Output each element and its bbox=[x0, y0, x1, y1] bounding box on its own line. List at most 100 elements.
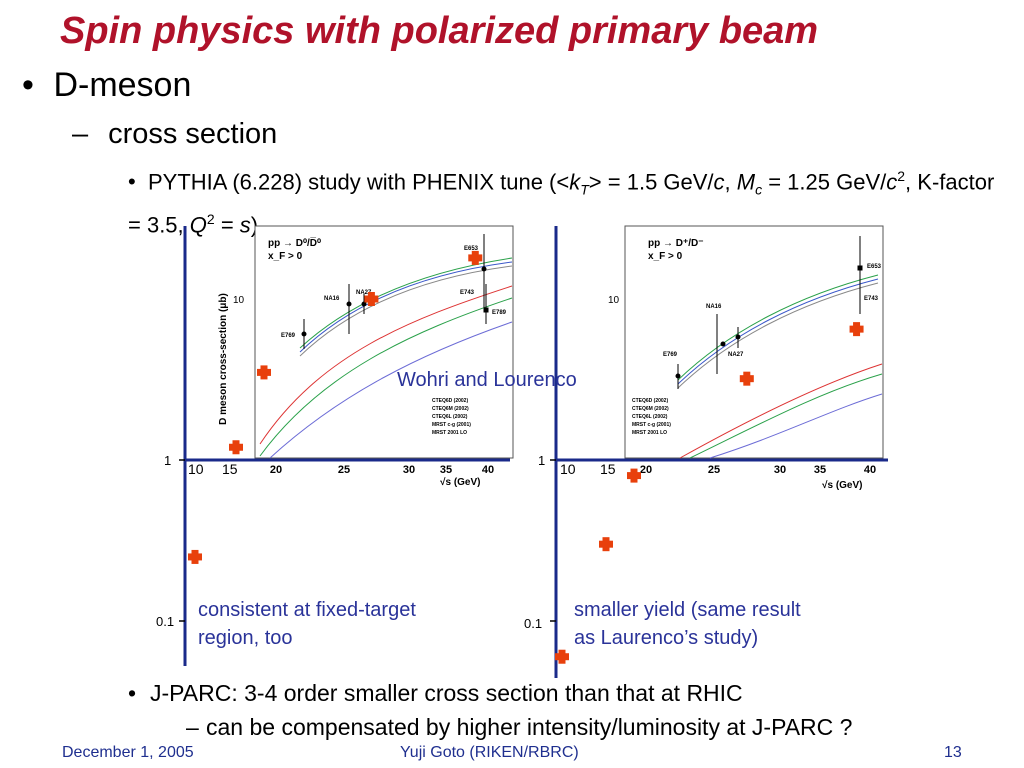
left-figure-frame bbox=[254, 225, 514, 459]
right-condition-label: x_F > 0 bbox=[648, 251, 683, 262]
right-note: smaller yield (same result as Laurenco’s… bbox=[574, 596, 801, 652]
footer-date: December 1, 2005 bbox=[62, 744, 194, 761]
right-curve-cteq6d bbox=[677, 278, 879, 385]
left-experiment-labels: E769 NA16 NA27 E653 E743 E789 bbox=[281, 246, 507, 339]
pythia-text-7: ) bbox=[250, 212, 259, 238]
left-legend-4: MRST 2001 LO bbox=[432, 430, 467, 436]
left-inner-xlabel: √s (GeV) bbox=[440, 477, 481, 488]
left-reaction-label: pp → D⁰/D̅⁰ bbox=[268, 237, 321, 249]
pythia-c: c bbox=[713, 169, 725, 195]
left-curve-cteq6l bbox=[299, 265, 513, 357]
right-reaction-label: pp → D⁺/D⁻ bbox=[648, 238, 704, 249]
bullet-pythia: • PYTHIA (6.228) study with PHENIX tune (… bbox=[128, 162, 1008, 239]
right-legend-4: MRST 2001 LO bbox=[632, 430, 667, 436]
right-label-e653: E653 bbox=[867, 264, 882, 270]
left-plot: pp → D⁰/D̅⁰ x_F > 0 D meson cross-sectio… bbox=[156, 225, 514, 666]
left-experiment-points bbox=[301, 234, 489, 349]
bullet-dot-icon: • bbox=[128, 680, 137, 706]
pythia-text-4: = 1.25 GeV/ bbox=[762, 169, 887, 195]
left-label-na27: NA27 bbox=[356, 290, 372, 296]
right-legend-2: CTEQ6L (2002) bbox=[632, 414, 668, 420]
dash-icon: – bbox=[72, 118, 89, 150]
right-curve-mrst-cg bbox=[679, 363, 883, 459]
right-na27-point bbox=[735, 334, 741, 340]
right-legend-3: MRST c-g (2001) bbox=[632, 422, 671, 428]
left-inner-xtick-40: 40 bbox=[482, 464, 494, 476]
left-e789-point bbox=[483, 307, 489, 313]
pythia-marker bbox=[739, 371, 754, 386]
right-inner-xtick-20: 20 bbox=[640, 464, 652, 476]
pythia-marker bbox=[627, 468, 641, 483]
bullet-cross-section-text: cross section bbox=[108, 118, 278, 150]
right-pythia-markers bbox=[555, 322, 864, 664]
pythia-text-1: PYTHIA (6.228) study with PHENIX tune (< bbox=[148, 169, 570, 195]
left-inner-ytick-10: 10 bbox=[233, 295, 245, 306]
left-xtick-label-15: 15 bbox=[222, 461, 238, 477]
pythia-M: M bbox=[736, 169, 756, 195]
bullet-dot-icon: • bbox=[22, 66, 34, 104]
left-e653-point bbox=[481, 266, 487, 272]
left-ylabel: D meson cross-section (μb) bbox=[218, 293, 229, 425]
right-plot: pp → D⁺/D⁻ x_F > 0 10 20 25 30 35 40 √s … bbox=[524, 225, 888, 678]
pythia-marker bbox=[188, 549, 202, 564]
right-pdf-legend: CTEQ6D (2002) CTEQ6M (2002) CTEQ6L (2002… bbox=[632, 398, 671, 436]
pythia-s: s bbox=[239, 212, 251, 238]
bullet-dot-icon: • bbox=[128, 169, 136, 195]
pythia-marker bbox=[468, 250, 483, 265]
right-curve-cteq6l bbox=[677, 282, 879, 389]
left-curve-cteq6d bbox=[299, 261, 513, 353]
pythia-text-5: , K-factor = 3.5, bbox=[128, 169, 995, 238]
right-inner-xtick-35: 35 bbox=[814, 464, 826, 476]
left-pythia-markers bbox=[188, 250, 483, 564]
bullet-jparc: • J-PARC: 3-4 order smaller cross section… bbox=[128, 680, 743, 707]
pythia-marker bbox=[257, 365, 271, 380]
left-inner-xticks: 20 25 30 35 40 bbox=[270, 464, 494, 476]
bullet-d-meson-text: D-meson bbox=[53, 66, 192, 104]
left-note-line-2: region, too bbox=[198, 627, 293, 649]
pythia-sup2: 2 bbox=[897, 168, 906, 184]
right-curve-cteq6m bbox=[677, 274, 879, 381]
right-theory-curves bbox=[677, 274, 883, 459]
right-legend-0: CTEQ6D (2002) bbox=[632, 398, 668, 404]
right-ytick-label-01: 0.1 bbox=[524, 616, 542, 631]
right-inner-xtick-30: 30 bbox=[774, 464, 786, 476]
footer-page-number: 13 bbox=[944, 744, 962, 761]
right-inner-xticks: 20 25 30 35 40 bbox=[640, 464, 876, 476]
right-experiment-points bbox=[675, 236, 863, 389]
left-legend-2: CTEQ6L (2002) bbox=[432, 414, 468, 420]
pythia-marker bbox=[849, 322, 864, 337]
right-e769-point bbox=[675, 373, 681, 379]
left-curve-mrst-2 bbox=[259, 297, 513, 457]
left-label-e789: E789 bbox=[492, 310, 507, 316]
left-note: consistent at fixed-target region, too bbox=[198, 596, 416, 652]
right-note-line-1: smaller yield (same result bbox=[574, 599, 801, 621]
slide-title: Spin physics with polarized primary beam bbox=[60, 10, 819, 52]
right-curve-mrst-lo bbox=[709, 393, 883, 459]
right-xtick-label-15: 15 bbox=[600, 461, 616, 477]
right-label-e743: E743 bbox=[864, 296, 879, 302]
left-inner-xtick-25: 25 bbox=[338, 464, 350, 476]
right-label-na27: NA27 bbox=[728, 352, 744, 358]
left-ytick-label-01: 0.1 bbox=[156, 614, 174, 629]
pythia-M-sub: c bbox=[755, 181, 763, 198]
left-na27-point bbox=[361, 301, 367, 307]
left-legend-1: CTEQ6M (2002) bbox=[432, 406, 469, 412]
right-ytick-label-1: 1 bbox=[538, 453, 545, 468]
right-experiment-labels: E769 NA16 NA27 E653 E743 bbox=[663, 264, 882, 358]
right-figure-frame bbox=[624, 225, 884, 459]
right-label-na16: NA16 bbox=[706, 304, 722, 310]
pythia-marker bbox=[555, 649, 569, 664]
left-ytick-label-1: 1 bbox=[164, 453, 171, 468]
dash-icon: – bbox=[186, 714, 199, 740]
left-legend-0: CTEQ6D (2002) bbox=[432, 398, 468, 404]
left-label-e653: E653 bbox=[464, 246, 479, 252]
right-note-line-2: as Laurenco’s study) bbox=[574, 627, 759, 649]
left-curve-mrst-cg bbox=[259, 285, 513, 445]
right-legend-1: CTEQ6M (2002) bbox=[632, 406, 669, 412]
pythia-marker bbox=[599, 537, 613, 552]
left-inner-xtick-20: 20 bbox=[270, 464, 282, 476]
left-label-e743: E743 bbox=[460, 290, 475, 296]
pythia-Q-sup: 2 bbox=[206, 210, 215, 227]
pythia-text-3: , bbox=[724, 169, 737, 195]
left-theory-curves bbox=[259, 257, 513, 459]
